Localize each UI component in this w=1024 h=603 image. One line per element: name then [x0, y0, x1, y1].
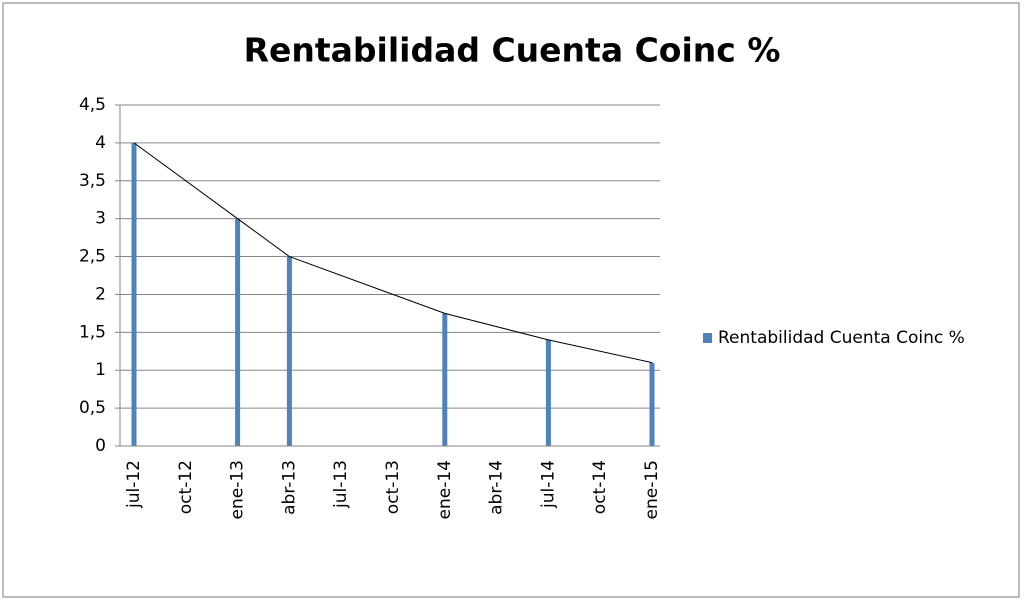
bar — [286, 256, 292, 446]
y-tick-label: 3,5 — [79, 171, 106, 191]
x-tick-label: oct-14 — [590, 460, 610, 514]
y-tick-label: 2 — [95, 284, 106, 304]
bar — [545, 339, 551, 446]
y-tick-label: 0 — [95, 436, 106, 456]
y-tick-label: 4 — [95, 133, 106, 153]
x-tick-label: oct-12 — [176, 460, 196, 514]
y-tick-label: 1 — [95, 360, 106, 380]
bar — [649, 362, 655, 446]
x-tick-label: abr-14 — [487, 460, 507, 515]
x-tick-label: oct-13 — [383, 460, 403, 514]
x-tick-label: jul-14 — [538, 460, 558, 509]
y-tick-label: 1,5 — [79, 322, 106, 342]
y-tick-label: 4,5 — [79, 95, 106, 115]
connecting-line — [133, 142, 653, 364]
bar — [235, 218, 241, 446]
legend-swatch — [703, 333, 712, 343]
legend-label: Rentabilidad Cuenta Coinc % — [718, 328, 965, 348]
chart-title: Rentabilidad Cuenta Coinc % — [244, 31, 781, 70]
bar — [131, 142, 137, 446]
x-tick-label: ene-14 — [435, 460, 455, 519]
y-tick-label: 3 — [95, 209, 106, 229]
y-tick-label: 0,5 — [79, 398, 106, 418]
y-tick-label: 2,5 — [79, 247, 106, 267]
bar — [442, 313, 448, 446]
x-tick-label: jul-13 — [331, 460, 351, 509]
x-tick-label: abr-13 — [279, 460, 299, 515]
x-tick-label: ene-13 — [228, 460, 248, 519]
x-tick-label: ene-15 — [642, 460, 662, 519]
x-tick-label: jul-12 — [124, 460, 144, 509]
